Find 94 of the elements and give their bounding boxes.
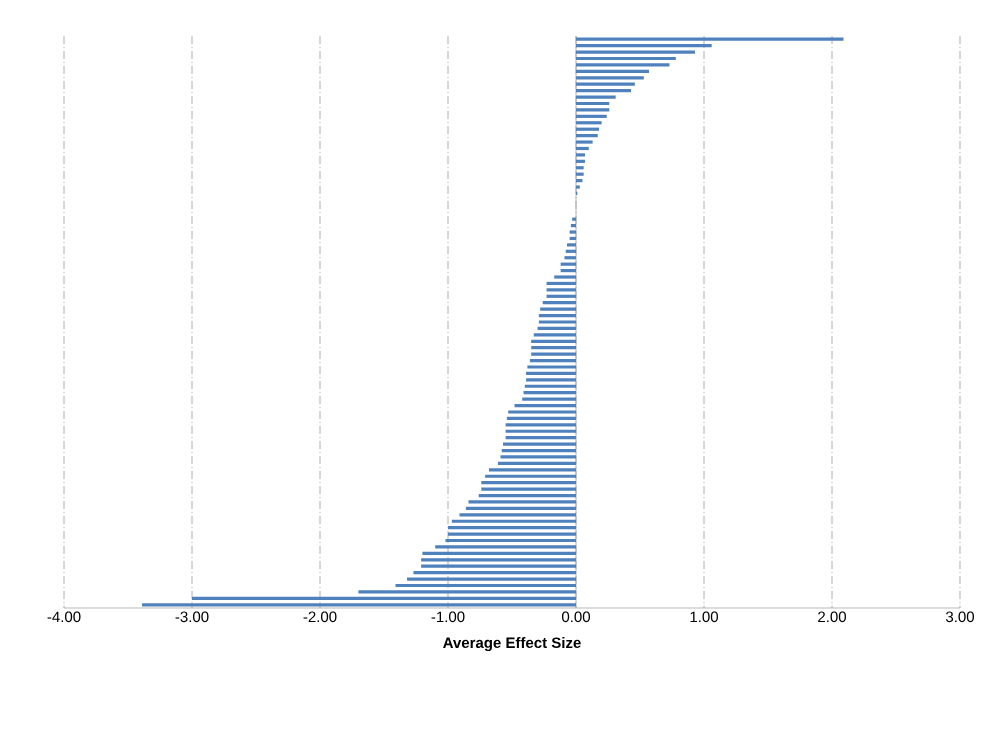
bar xyxy=(546,294,576,298)
bar xyxy=(435,545,576,549)
bar xyxy=(527,365,576,369)
x-tick-label: 1.00 xyxy=(690,611,718,623)
bar xyxy=(481,487,576,491)
bar xyxy=(448,532,576,536)
bar xyxy=(526,378,576,382)
bar xyxy=(576,69,649,73)
bar xyxy=(503,442,576,446)
x-tick-label: -4.00 xyxy=(47,611,81,623)
bar xyxy=(192,596,576,600)
bar xyxy=(576,44,712,48)
bar xyxy=(448,526,576,530)
bar xyxy=(531,346,576,350)
bar xyxy=(485,474,576,478)
bar xyxy=(538,320,576,324)
bar xyxy=(508,410,576,414)
bar xyxy=(524,384,576,388)
bar xyxy=(576,63,670,67)
bar xyxy=(567,243,576,247)
bar xyxy=(572,217,576,221)
bar xyxy=(531,352,576,356)
bar xyxy=(576,172,584,176)
bar xyxy=(531,339,576,343)
bar xyxy=(538,313,576,318)
bar xyxy=(576,95,616,99)
x-tick-label: -3.00 xyxy=(175,611,209,623)
bar xyxy=(576,166,584,170)
bar xyxy=(421,564,576,568)
x-tick-label: 2.00 xyxy=(818,611,846,623)
bar xyxy=(546,281,576,286)
bar xyxy=(523,391,576,395)
bar xyxy=(465,506,576,510)
bar xyxy=(500,455,576,459)
bar xyxy=(569,230,576,234)
bar xyxy=(451,519,576,523)
bar xyxy=(576,134,598,138)
bar xyxy=(501,448,576,453)
bar xyxy=(142,603,576,607)
bar xyxy=(576,140,593,144)
bar xyxy=(529,358,576,363)
bar xyxy=(576,114,607,118)
bar xyxy=(576,50,696,54)
bar xyxy=(506,416,576,420)
bar xyxy=(407,577,576,581)
bar xyxy=(505,429,576,433)
bar xyxy=(421,558,576,562)
bar xyxy=(542,301,576,305)
bar xyxy=(459,513,576,517)
bar xyxy=(522,397,576,401)
bar xyxy=(565,249,576,253)
bar xyxy=(576,146,589,151)
bar xyxy=(358,590,576,594)
bar xyxy=(560,262,576,266)
bar xyxy=(497,461,576,465)
bar xyxy=(576,56,676,61)
bar xyxy=(445,538,576,543)
x-tick-label: 3.00 xyxy=(945,611,974,623)
bar xyxy=(546,288,576,292)
bar xyxy=(514,403,576,408)
x-tick-label: 0.00 xyxy=(561,611,590,623)
bar xyxy=(576,89,632,93)
bar xyxy=(468,500,576,504)
bar xyxy=(554,275,576,279)
bar xyxy=(533,333,576,337)
bar xyxy=(560,268,576,273)
bar xyxy=(576,179,583,183)
bar xyxy=(478,493,576,498)
bar xyxy=(540,307,576,311)
bar xyxy=(576,108,610,112)
bar xyxy=(537,326,576,331)
bar xyxy=(569,236,576,241)
bar xyxy=(576,185,580,189)
x-tick-label: -2.00 xyxy=(303,611,337,623)
bar xyxy=(413,571,576,575)
bar xyxy=(576,101,610,106)
bar xyxy=(576,153,585,157)
bar xyxy=(576,37,844,41)
bar xyxy=(488,468,576,472)
x-axis-title: Average Effect Size xyxy=(443,637,581,652)
bar xyxy=(505,436,576,440)
bar xyxy=(526,371,576,376)
bar xyxy=(422,551,576,555)
bar xyxy=(576,121,602,125)
bar xyxy=(481,481,576,485)
x-tick-label: -1.00 xyxy=(431,611,465,623)
bar xyxy=(564,256,576,260)
bar xyxy=(505,423,576,427)
bar xyxy=(570,224,576,228)
bar xyxy=(576,76,644,80)
bar xyxy=(576,159,585,163)
bar xyxy=(395,583,576,588)
bar xyxy=(576,82,635,86)
bar xyxy=(576,127,600,131)
